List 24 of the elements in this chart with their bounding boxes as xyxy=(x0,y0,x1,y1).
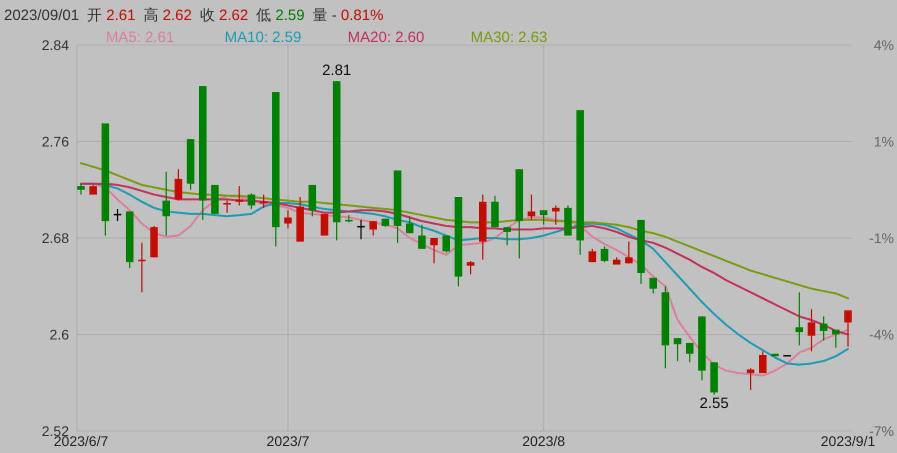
annotation: 2.81 xyxy=(322,62,352,80)
y-tick-label: 2.6 xyxy=(50,326,70,342)
x-tick-label: 2023/8 xyxy=(522,433,566,449)
text: 高 2.62 xyxy=(143,7,192,24)
x-tick-label: 2023/7 xyxy=(266,433,310,449)
line-series xyxy=(80,162,849,300)
text: MA20: 2.60 xyxy=(348,29,424,46)
y-tick-label: 2.76 xyxy=(42,134,70,150)
x-tick-label: 2023/9/1 xyxy=(820,433,876,449)
y2-tick-label: 4% xyxy=(874,37,894,53)
text: 低 2.59 xyxy=(256,7,305,24)
y-tick-label: 2.68 xyxy=(42,230,70,246)
y-tick-label: 2.84 xyxy=(42,37,70,53)
text: 量 - 0.81% xyxy=(312,7,384,24)
annotation: 2.55 xyxy=(699,394,729,412)
text: MA10: 2.59 xyxy=(224,29,302,46)
chart-title: 2023/09/01 xyxy=(4,7,80,24)
y2-tick-label: 1% xyxy=(874,134,894,150)
text: MA30: 2.63 xyxy=(470,29,548,46)
text: MA5: 2.61 xyxy=(106,29,174,46)
text: 开 2.61 xyxy=(87,7,136,24)
y2-tick-label: -1% xyxy=(869,230,894,246)
y2-tick-label: -4% xyxy=(869,326,894,342)
text: 收 2.62 xyxy=(200,7,248,24)
